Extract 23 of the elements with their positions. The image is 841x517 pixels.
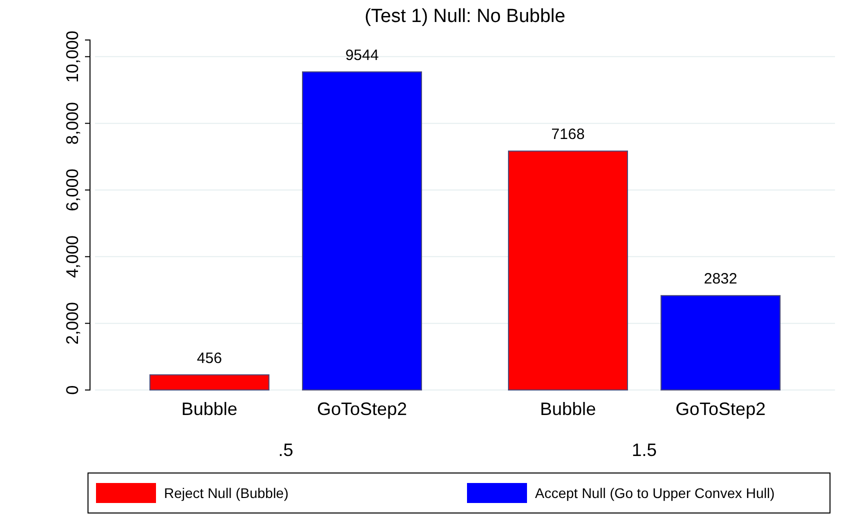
data-label: 7168 xyxy=(551,126,585,144)
text: .5 xyxy=(278,440,294,460)
bar xyxy=(660,295,781,390)
y-tick-label: 10,000 xyxy=(63,30,82,83)
x-tick-label: Bubble xyxy=(181,399,238,419)
chart-title: (Test 1) Null: No Bubble xyxy=(364,6,566,27)
bar xyxy=(302,71,422,390)
legend-label: Accept Null (Go to Upper Convex Hull) xyxy=(535,485,775,501)
bar xyxy=(508,150,628,390)
data-label: 9544 xyxy=(345,46,379,64)
x-tick-label: Bubble xyxy=(540,399,596,419)
y-tick-label: 6,000 xyxy=(63,168,82,212)
y-tick-label: 4,000 xyxy=(63,235,82,278)
y-tick-label: 8,000 xyxy=(63,102,82,145)
text: 1.5 xyxy=(632,440,657,460)
legend-label: Reject Null (Bubble) xyxy=(164,485,288,501)
y-tick-label: 2,000 xyxy=(63,302,82,345)
y-tick-label: 0 xyxy=(63,385,82,395)
x-tick-label: GoToStep2 xyxy=(676,399,766,419)
bar xyxy=(149,374,270,390)
x-tick-label: GoToStep2 xyxy=(316,399,408,419)
data-label: 2832 xyxy=(704,270,738,288)
data-label: 456 xyxy=(196,350,222,367)
